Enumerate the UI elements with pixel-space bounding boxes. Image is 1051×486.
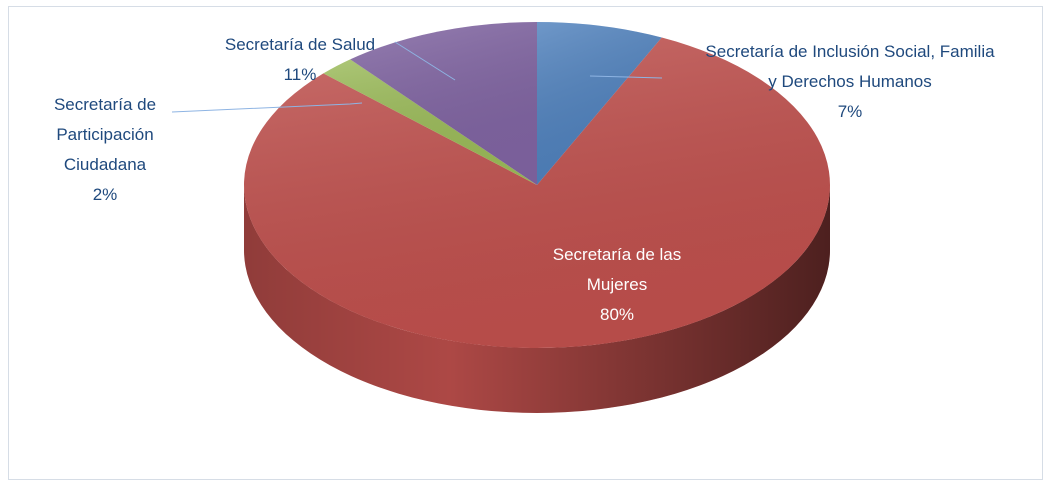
leader-line <box>171 102 363 113</box>
category-label: Secretaría de Participación Ciudadana <box>53 95 157 174</box>
value-label: 11% <box>283 65 317 84</box>
data-label: Secretaría de Salud 11% <box>200 30 400 90</box>
category-label: Secretaría de Inclusión Social, Familia … <box>705 42 995 91</box>
leader-line <box>589 75 663 79</box>
data-label: Secretaría de las Mujeres 80% <box>532 240 702 330</box>
category-label: Secretaría de Salud <box>224 35 376 54</box>
value-label: 2% <box>92 185 118 204</box>
value-label: 7% <box>837 102 863 121</box>
pie-slice-shade <box>243 37 830 349</box>
pie-tops <box>243 22 830 349</box>
value-label: 80% <box>599 305 635 324</box>
leader-lines <box>171 41 663 113</box>
leader-line <box>394 41 456 81</box>
pie-slice-shade <box>537 22 662 185</box>
chart-frame <box>8 6 1043 480</box>
pie-slice-side-shade <box>244 185 830 413</box>
category-label: Secretaría de las Mujeres <box>552 245 682 294</box>
data-label: Secretaría de Participación Ciudadana 2% <box>40 90 170 210</box>
data-label: Secretaría de Inclusión Social, Familia … <box>705 37 995 127</box>
pie-sides <box>244 185 830 413</box>
pie-slice-shade <box>323 59 537 185</box>
pie-slice-shade <box>350 22 537 185</box>
